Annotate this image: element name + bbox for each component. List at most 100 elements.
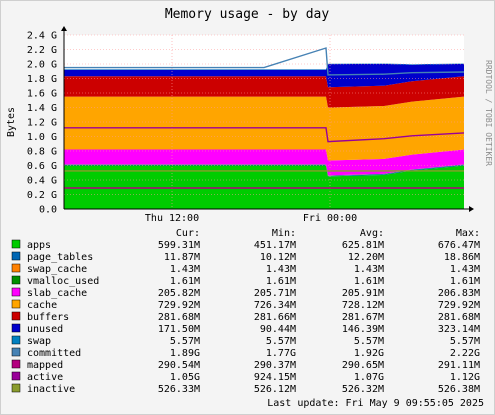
- legend-value-max: 18.86M: [444, 252, 480, 263]
- legend-column-header: Max:: [456, 228, 480, 239]
- legend-value-avg: 625.81M: [342, 240, 384, 251]
- legend-label: inactive: [27, 384, 75, 395]
- legend-value-cur: 1.89G: [170, 348, 200, 359]
- legend-label: cache: [27, 300, 57, 311]
- legend-value-max: 5.57M: [450, 336, 480, 347]
- legend-value-min: 281.66M: [254, 312, 296, 323]
- legend-value-min: 924.15M: [254, 372, 296, 383]
- legend-value-max: 676.47M: [438, 240, 480, 251]
- y-tick-label: 2.4 G: [27, 31, 57, 42]
- legend-value-min: 1.43M: [266, 264, 296, 275]
- legend-swatch: [11, 239, 21, 249]
- legend-value-cur: 1.05G: [170, 372, 200, 383]
- legend-row: page_tables 11.87M 10.12M 12.20M 18.86M: [11, 251, 480, 263]
- legend-value-cur: 1.61M: [170, 276, 200, 287]
- watermark: RRDTOOL / TOBI OETIKER: [484, 60, 493, 166]
- legend-row: active 1.05G 924.15M 1.07G 1.12G: [11, 371, 480, 383]
- legend-value-max: 1.43M: [450, 264, 480, 275]
- legend-column-header: Cur:: [176, 228, 200, 239]
- legend-value-min: 290.37M: [254, 360, 296, 371]
- legend-value-cur: 1.43M: [170, 264, 200, 275]
- stacked-areas: [64, 63, 464, 209]
- legend-value-cur: 599.31M: [158, 240, 200, 251]
- legend-value-min: 5.57M: [266, 336, 296, 347]
- legend-value-avg: 281.67M: [342, 312, 384, 323]
- legend-row: swap_cache 1.43M 1.43M 1.43M 1.43M: [11, 263, 480, 275]
- legend-value-max: 2.22G: [450, 348, 480, 359]
- legend-swatch: [11, 323, 21, 333]
- grid-lines: [64, 34, 464, 209]
- legend-value-avg: 526.32M: [342, 384, 384, 395]
- legend-value-min: 726.34M: [254, 300, 296, 311]
- legend-value-max: 323.14M: [438, 324, 480, 335]
- legend-label: vmalloc_used: [27, 276, 99, 287]
- legend-label: active: [27, 372, 63, 383]
- y-tick-label: 0.6 G: [27, 161, 57, 172]
- y-tick-label: 1.2 G: [27, 118, 57, 129]
- line-committed: [64, 47, 465, 76]
- legend-swatch: [11, 275, 21, 285]
- y-tick-labels: 0.0 0.2 G 0.4 G 0.6 G 0.8 G 1.0 G 1.2 G 1.4 G 1.…: [27, 31, 57, 216]
- legend-value-cur: 11.87M: [164, 252, 200, 263]
- legend-value-avg: 205.91M: [342, 288, 384, 299]
- x-tick-label: Fri 00:00: [303, 213, 357, 224]
- area-cache: [64, 96, 464, 161]
- legend-swatch: [11, 347, 21, 357]
- legend-label: page_tables: [27, 252, 93, 263]
- y-tick-label: 2.2 G: [27, 45, 57, 56]
- legend-value-cur: 5.57M: [170, 336, 200, 347]
- legend-value-min: 10.12M: [260, 252, 296, 263]
- legend-value-avg: 1.07G: [354, 372, 384, 383]
- legend-swatch: [11, 359, 21, 369]
- legend-value-max: 729.92M: [438, 300, 480, 311]
- last-update: Last update: Fri May 9 09:55:05 2025: [267, 398, 484, 409]
- legend-value-max: 1.61M: [450, 276, 480, 287]
- area-apps: [64, 165, 464, 209]
- legend-value-cur: 526.33M: [158, 384, 200, 395]
- y-tick-label: 1.0 G: [27, 132, 57, 143]
- legend-value-avg: 290.65M: [342, 360, 384, 371]
- legend-value-avg: 1.43M: [354, 264, 384, 275]
- legend-row: inactive 526.33M 526.12M 526.32M 526.38M: [11, 383, 480, 395]
- legend-column-header: Avg:: [360, 228, 384, 239]
- legend-swatch: [11, 287, 21, 297]
- series-lines: [64, 47, 465, 189]
- legend-row: vmalloc_used 1.61M 1.61M 1.61M 1.61M: [11, 275, 480, 287]
- legend-swatch: [11, 383, 21, 393]
- x-tick-labels: Thu 12:00 Fri 00:00: [145, 213, 357, 224]
- legend-label: committed: [27, 348, 81, 359]
- legend-row: mapped 290.54M 290.37M 290.65M 291.11M: [11, 359, 480, 371]
- y-axis-label: Bytes: [6, 107, 17, 137]
- x-tick-label: Thu 12:00: [145, 213, 199, 224]
- legend-row: swap 5.57M 5.57M 5.57M 5.57M: [11, 335, 480, 347]
- legend-label: slab_cache: [27, 288, 87, 299]
- legend-value-avg: 5.57M: [354, 336, 384, 347]
- legend-swatch: [11, 371, 21, 381]
- legend-label: apps: [27, 240, 51, 251]
- legend-value-min: 526.12M: [254, 384, 296, 395]
- legend-column-header: Min:: [272, 228, 296, 239]
- line-active: [64, 127, 465, 143]
- y-tick-label: 2.0 G: [27, 60, 57, 71]
- legend-value-max: 1.12G: [450, 372, 480, 383]
- legend-label: swap: [27, 336, 51, 347]
- y-tick-label: 1.4 G: [27, 103, 57, 114]
- legend-value-cur: 171.50M: [158, 324, 200, 335]
- chart-title: Memory usage - by day: [165, 7, 330, 22]
- area-buffers: [64, 76, 464, 108]
- legend-row: committed 1.89G 1.77G 1.92G 2.22G: [11, 347, 480, 359]
- y-tick-label: 1.8 G: [27, 74, 57, 85]
- legend-value-min: 1.77G: [266, 348, 296, 359]
- legend-label: buffers: [27, 312, 69, 323]
- area-slab-cache: [64, 149, 464, 176]
- legend-value-cur: 205.82M: [158, 288, 200, 299]
- legend-swatch: [11, 251, 21, 261]
- legend-value-avg: 1.92G: [354, 348, 384, 359]
- legend-value-min: 90.44M: [260, 324, 296, 335]
- legend-value-max: 281.68M: [438, 312, 480, 323]
- legend-row: buffers 281.68M 281.66M 281.67M 281.68M: [11, 311, 480, 323]
- legend-value-avg: 146.39M: [342, 324, 384, 335]
- legend-header: Cur: Min: Avg: Max:: [176, 228, 480, 239]
- legend-table: apps 599.31M 451.17M 625.81M 676.47Mpage_tab…: [11, 239, 480, 395]
